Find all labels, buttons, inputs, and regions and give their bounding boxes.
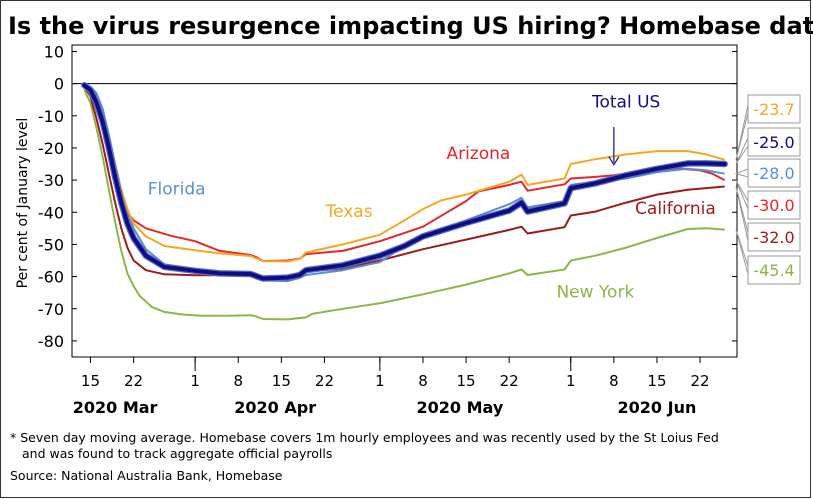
callout-box [747, 158, 801, 188]
series-label: Arizona [446, 144, 510, 164]
y-axis-label: Per cent of January level [15, 118, 31, 289]
series-label: California [635, 199, 716, 219]
x-month-label: 2020 Apr [234, 398, 316, 417]
y-tick-label: 10 [44, 42, 64, 61]
callout-box [747, 255, 801, 285]
callout-box [747, 127, 801, 157]
y-tick-label: -70 [38, 300, 64, 319]
y-tick-label: -50 [38, 235, 64, 254]
x-tick-label: 22 [315, 372, 334, 390]
x-tick-label: 1 [190, 372, 200, 390]
callout-value: -45.4 [753, 261, 794, 280]
callout-value: -23.7 [753, 100, 794, 119]
series-line-new-york [83, 89, 725, 321]
plot-area [71, 44, 738, 358]
callout-pointer [735, 229, 749, 275]
callout-value: -30.0 [753, 196, 794, 215]
callout-value: -28.0 [753, 164, 794, 183]
callout-box [747, 94, 801, 124]
x-month-label: 2020 Mar [73, 398, 158, 417]
callout-value: -32.0 [753, 228, 794, 247]
x-month-label: 2020 May [417, 398, 504, 417]
y-tick-label: -20 [38, 139, 64, 158]
series-label: Florida [148, 180, 206, 200]
y-tick-label: -40 [38, 203, 64, 222]
callout-box [747, 222, 801, 252]
x-tick-label: 15 [647, 372, 666, 390]
total-us-arrow-head [608, 156, 620, 166]
x-tick-label: 15 [81, 372, 100, 390]
footnote: * Seven day moving average. Homebase cov… [10, 430, 805, 462]
x-tick-label: 22 [500, 372, 519, 390]
y-tick-label: -10 [38, 107, 64, 126]
series-label: Total US [591, 93, 660, 113]
callout-value: -25.0 [753, 133, 794, 152]
x-tick-label: 1 [566, 372, 576, 390]
chart-title: Is the virus resurgence impacting US hir… [8, 12, 813, 40]
x-tick-label: 15 [272, 372, 291, 390]
y-tick-label: -80 [38, 332, 64, 351]
x-tick-label: 8 [233, 372, 243, 390]
line-chart: 10 0 -10 -20 -30 -40 -50 -60 -70 -80 Per cent of J… [15, 42, 801, 417]
y-tick-label: -30 [38, 171, 64, 190]
y-tick-label: -60 [38, 268, 64, 287]
x-tick-label: 1 [375, 372, 385, 390]
x-month-label: 2020 Jun [618, 398, 697, 417]
x-tick-label: 8 [609, 372, 619, 390]
footnote-line-2: and was found to track aggregate officia… [22, 446, 333, 461]
x-tick-label: 8 [418, 372, 428, 390]
series-label: Texas [325, 202, 373, 222]
footnote-line-1: * Seven day moving average. Homebase cov… [10, 430, 719, 445]
source-note: Source: National Australia Bank, Homebas… [10, 468, 283, 483]
callout-pointer [734, 168, 749, 178]
series-label: New York [556, 282, 634, 302]
x-tick-label: 22 [124, 372, 143, 390]
callout-box [747, 190, 801, 220]
y-tick-label: 0 [54, 75, 64, 94]
x-tick-label: 15 [457, 372, 476, 390]
x-tick-label: 22 [691, 372, 710, 390]
series-line-total-us [82, 83, 727, 281]
